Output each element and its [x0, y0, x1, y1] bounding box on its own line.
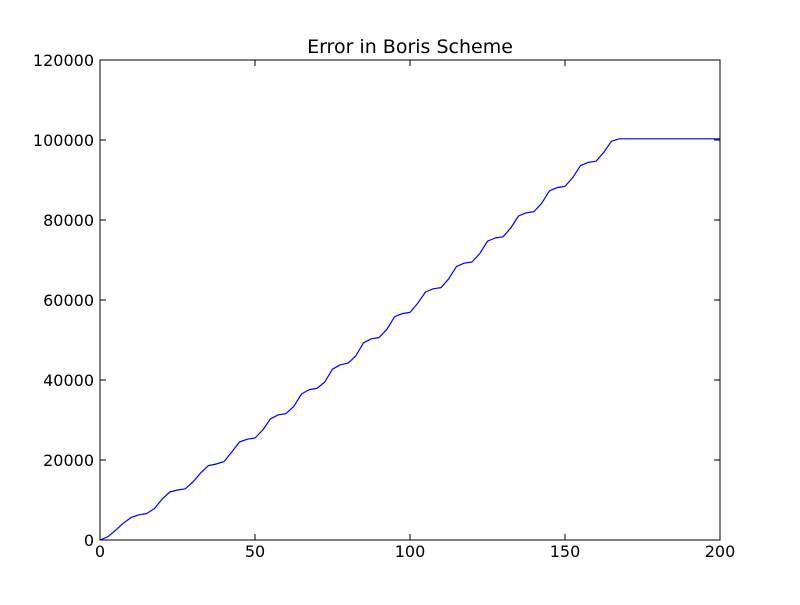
x-tick-label: 150 [550, 542, 581, 561]
y-tick-label: 0 [84, 531, 94, 550]
y-tick-label: 100000 [33, 131, 94, 150]
x-tick-label: 100 [395, 542, 426, 561]
y-tick-label: 40000 [43, 371, 94, 390]
plot-area-frame [99, 59, 721, 541]
x-tick-label: 50 [245, 542, 265, 561]
y-tick-label: 120000 [33, 51, 94, 70]
y-tick-label: 20000 [43, 451, 94, 470]
y-tick-label: 60000 [43, 291, 94, 310]
x-tick-label: 200 [705, 542, 736, 561]
x-tick-label: 0 [95, 542, 105, 561]
y-tick-label: 80000 [43, 211, 94, 230]
chart-title: Error in Boris Scheme [307, 36, 513, 58]
series-line-0 [99, 138, 720, 541]
